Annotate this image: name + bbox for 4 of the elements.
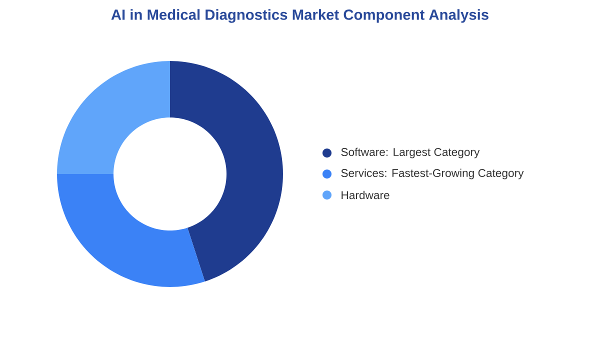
legend-label: Hardware [342, 190, 390, 200]
chart-title: AI in Medical Diagnostics Market Component Analysis [111, 9, 488, 23]
legend-label: Services: Fastest-Growing Category [341, 168, 524, 180]
legend-label: Software: Largest Category [341, 148, 480, 158]
